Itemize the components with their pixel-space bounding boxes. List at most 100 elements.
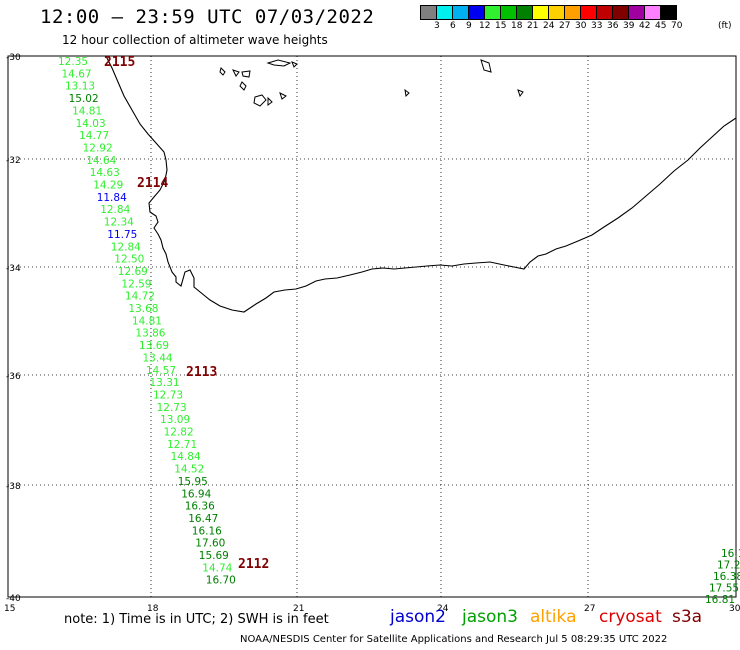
- wave-height-value: 16.1: [721, 548, 740, 560]
- wave-height-value: 12.71: [167, 439, 197, 451]
- wave-height-value: 13.13: [65, 81, 95, 93]
- wave-height-value: 16.94: [181, 488, 211, 500]
- legend-label: 24: [543, 21, 555, 31]
- orbit-label: 2114: [137, 176, 168, 191]
- legend-label: 15: [495, 21, 507, 31]
- satellite-jason3: jason3: [462, 607, 518, 627]
- wave-height-value: 15.69: [199, 550, 229, 562]
- orbit-label: 2112: [238, 557, 269, 572]
- wave-height-value: 14.81: [132, 315, 162, 327]
- wave-height-value: 17.60: [195, 538, 225, 550]
- wave-height-value: 16.38: [713, 571, 740, 583]
- island: [291, 61, 298, 68]
- wave-height-value: 12.59: [121, 278, 151, 290]
- lat-label: -34: [6, 264, 21, 274]
- wave-height-value: 12.82: [164, 427, 194, 439]
- orbit-label: 2115: [104, 55, 135, 70]
- lon-label: 18: [147, 604, 159, 614]
- wave-height-value: 14.29: [93, 180, 123, 192]
- legend-label: 12: [479, 21, 491, 31]
- legend-label: 33: [591, 21, 603, 31]
- wave-height-value: 13.68: [128, 303, 158, 315]
- wave-height-value: 14.63: [90, 167, 120, 179]
- lon-label: 15: [4, 604, 15, 614]
- island: [241, 70, 251, 78]
- island: [219, 67, 226, 76]
- wave-height-value: 12.69: [118, 266, 148, 278]
- note-text: note: 1) Time is in UTC; 2) SWH is in fe…: [64, 612, 329, 627]
- wave-height-value: 14.67: [62, 68, 92, 80]
- wave-track: 12.3514.6713.1315.0214.8114.0314.7712.92…: [58, 56, 236, 587]
- lon-label: 21: [293, 604, 304, 614]
- legend-label: 45: [655, 21, 667, 31]
- wave-height-value: 16.16: [192, 525, 222, 537]
- islands: [219, 59, 524, 107]
- legend-label: 70: [671, 21, 683, 31]
- color-legend: [420, 5, 677, 20]
- graticule: [8, 56, 736, 597]
- lon-label: 30: [729, 604, 740, 614]
- wave-height-value: 14.74: [202, 562, 232, 574]
- satellite-jason2: jason2: [390, 607, 446, 627]
- lon-label: 24: [437, 604, 449, 614]
- island: [253, 94, 267, 107]
- wave-height-value: 17.29: [717, 560, 740, 572]
- satellite-altika: altika: [530, 607, 577, 627]
- island: [239, 81, 247, 91]
- lat-label: -32: [6, 156, 21, 166]
- satellite-cryosat: cryosat: [599, 607, 662, 627]
- wave-height-value: 14.72: [125, 291, 155, 303]
- island: [279, 92, 287, 100]
- island: [517, 89, 524, 98]
- wave-height-value: 13.86: [135, 328, 165, 340]
- wave-height-value: 12.35: [58, 56, 88, 68]
- wave-height-value: 12.50: [114, 254, 144, 266]
- wave-height-value: 14.52: [174, 464, 204, 476]
- wave-height-value: 14.57: [146, 365, 176, 377]
- lat-label: -30: [6, 53, 21, 63]
- wave-height-value: 15.02: [69, 93, 99, 105]
- wave-height-value: 14.77: [79, 130, 109, 142]
- legend-label: 9: [466, 21, 472, 31]
- legend-swatch: [660, 5, 677, 20]
- legend-label: 30: [575, 21, 587, 31]
- island: [266, 59, 292, 67]
- wave-height-value: 13.44: [143, 352, 173, 364]
- legend-unit: (ft): [718, 21, 732, 31]
- wave-height-value: 17.55: [709, 583, 739, 595]
- wave-height-value: 12.84: [111, 241, 141, 253]
- coastline: [105, 55, 737, 313]
- lat-label: -40: [6, 594, 21, 604]
- legend-label: 21: [527, 21, 539, 31]
- wave-height-value: 12.92: [83, 142, 113, 154]
- island: [404, 88, 410, 98]
- lat-label: -38: [6, 482, 21, 492]
- lon-label: 27: [584, 604, 595, 614]
- island: [232, 69, 240, 77]
- legend-label: 18: [511, 21, 523, 31]
- orbit-label: 2113: [186, 365, 217, 380]
- footer-credit: NOAA/NESDIS Center for Satellite Applica…: [240, 634, 668, 645]
- wave-height-value: 11.84: [97, 192, 127, 204]
- map-frame: [7, 55, 737, 598]
- island: [267, 96, 273, 106]
- island: [480, 59, 492, 73]
- legend-label: 42: [639, 21, 651, 31]
- lat-label: -36: [6, 372, 21, 382]
- wave-height-value: 14.81: [72, 105, 102, 117]
- wave-height-value: 12.34: [104, 217, 134, 229]
- wave-height-value: 14.03: [76, 118, 106, 130]
- wave-height-value: 13.31: [150, 377, 180, 389]
- page-title: 12:00 – 23:59 UTC 07/03/2022: [40, 6, 375, 28]
- color-legend-labels: 3 6 9 12 15 18 21 24 27 30 33 36 39 42 45 70 (ft): [421, 21, 740, 35]
- wave-height-value: 15.95: [178, 476, 208, 488]
- wave-height-value: 16.70: [206, 575, 236, 587]
- wave-height-value: 16.36: [185, 501, 215, 513]
- wave-height-value: 14.64: [86, 155, 116, 167]
- wave-height-value: 12.84: [100, 204, 130, 216]
- wave-height-value: 14.84: [171, 451, 201, 463]
- wave-height-value: 16.81: [705, 594, 735, 606]
